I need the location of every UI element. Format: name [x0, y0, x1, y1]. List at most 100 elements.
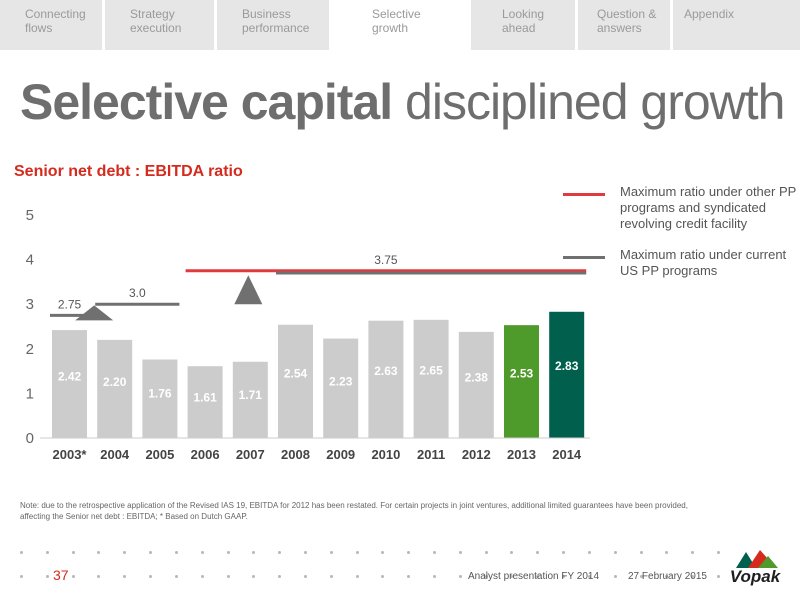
- tab-business-performance[interactable]: Business performance: [217, 0, 329, 50]
- bar: [52, 330, 87, 438]
- vopak-logo-mark: [736, 550, 778, 568]
- x-tick-label: 2010: [371, 447, 400, 462]
- bar-value-label: 2.42: [58, 369, 82, 383]
- bar: [232, 361, 268, 438]
- divider-dot: [226, 575, 230, 578]
- divider-dot: [278, 551, 282, 554]
- bar-value-label: 1.61: [193, 390, 217, 404]
- page-title-bold: Selective capital: [20, 74, 393, 130]
- bar-value-label: 1.76: [148, 386, 172, 400]
- divider-dot: [252, 575, 256, 578]
- dot-divider-bottom: [20, 575, 720, 579]
- bar-value-label: 2.65: [419, 363, 443, 377]
- divider-dot: [484, 551, 488, 554]
- bar-value-label: 2.63: [374, 364, 398, 378]
- divider-dot: [149, 551, 153, 554]
- bar: [323, 338, 359, 438]
- tab-strategy-execution[interactable]: Strategy execution: [105, 0, 214, 50]
- divider-dot: [536, 551, 540, 554]
- x-tick-label: 2013: [507, 447, 536, 462]
- tab-connecting-flows[interactable]: Connecting flows: [0, 0, 102, 50]
- y-tick-label: 2: [26, 341, 34, 358]
- bar: [142, 359, 178, 438]
- x-tick-label: 2005: [145, 447, 174, 462]
- limit-label: 3.75: [374, 253, 398, 267]
- divider-dot: [71, 575, 75, 578]
- divider-dot: [97, 551, 101, 554]
- limit-label: 3.0: [129, 286, 146, 300]
- divider-dot: [200, 551, 204, 554]
- bar: [504, 325, 539, 438]
- divider-dot: [665, 551, 669, 554]
- divider-dot: [587, 575, 591, 578]
- divider-dot: [381, 575, 385, 578]
- y-tick-label: 5: [26, 207, 34, 224]
- tab-looking-ahead[interactable]: Looking ahead: [471, 0, 575, 50]
- y-axis: 0 1 2 3 4 5: [26, 207, 34, 447]
- x-tick-label: 2003*: [53, 447, 88, 462]
- bar: [549, 311, 585, 438]
- divider-dot: [45, 551, 49, 554]
- divider-dot: [562, 551, 566, 554]
- divider-dot: [665, 575, 669, 578]
- step-up-triangle: [75, 305, 114, 321]
- x-tick-label: 2007: [236, 447, 265, 462]
- x-axis: 2003* 2004 2005 2006 2007 2008 2009 2010 2011 201…: [40, 437, 590, 462]
- tab-selective-growth[interactable]: Selective growth: [332, 0, 468, 50]
- bar: [368, 320, 404, 438]
- divider-dot: [536, 575, 540, 578]
- bar: [187, 366, 223, 438]
- legend-item-other-pp: Maximum ratio under other PP programs an…: [563, 184, 800, 232]
- divider-dot: [484, 575, 488, 578]
- divider-dot: [355, 575, 359, 578]
- step-up-triangle: [234, 275, 263, 305]
- divider-dot: [407, 575, 411, 578]
- y-tick-label: 0: [26, 430, 34, 447]
- divider-dot: [123, 575, 127, 578]
- divider-dot: [71, 551, 75, 554]
- divider-dot: [613, 551, 617, 554]
- page-number: 37: [53, 567, 69, 583]
- x-tick-label: 2004: [100, 447, 130, 462]
- bar-value-label: 2.38: [465, 370, 489, 384]
- divider-dot: [329, 575, 333, 578]
- divider-dot: [303, 575, 307, 578]
- divider-dot: [20, 575, 23, 578]
- page-title-light: disciplined growth: [405, 74, 785, 130]
- divider-dot: [613, 575, 617, 578]
- divider-dot: [123, 551, 127, 554]
- divider-dot: [174, 551, 178, 554]
- bar-value-label: 1.71: [239, 388, 263, 402]
- bar: [278, 324, 313, 438]
- bar-value-label: 2.53: [510, 367, 534, 381]
- x-tick-label: 2014: [552, 447, 582, 462]
- bar-value-label: 2.54: [284, 366, 308, 380]
- legend-swatch-red: [563, 193, 605, 196]
- x-tick-label: 2009: [326, 447, 355, 462]
- divider-dot: [97, 575, 101, 578]
- divider-dot: [433, 575, 436, 578]
- divider-dot: [716, 575, 720, 578]
- section-nav: Connecting flows Strategy execution Busi…: [0, 0, 800, 50]
- divider-dot: [458, 551, 462, 554]
- footer-presentation: Analyst presentation FY 2014: [468, 571, 600, 582]
- legend-label-other-pp: Maximum ratio under other PP programs an…: [620, 184, 797, 231]
- divider-dot: [407, 551, 411, 554]
- vopak-logo-text: Vopak: [729, 567, 781, 586]
- vopak-logo: Vopak: [722, 548, 788, 588]
- tab-appendix[interactable]: Appendix: [673, 0, 800, 50]
- divider-dot: [639, 551, 643, 554]
- y-tick-label: 3: [26, 296, 34, 313]
- divider-dot: [510, 575, 514, 578]
- x-tick-label: 2012: [462, 447, 491, 462]
- divider-dot: [278, 575, 282, 578]
- divider-dot: [639, 575, 643, 578]
- divider-dot: [691, 575, 695, 578]
- divider-dot: [200, 575, 204, 578]
- footer-date: 27 February 2015: [628, 571, 707, 582]
- divider-dot: [174, 575, 178, 578]
- divider-dot: [716, 551, 720, 554]
- x-tick-label: 2008: [281, 447, 310, 462]
- tab-question-answers[interactable]: Question & answers: [578, 0, 670, 50]
- divider-dot: [587, 551, 591, 554]
